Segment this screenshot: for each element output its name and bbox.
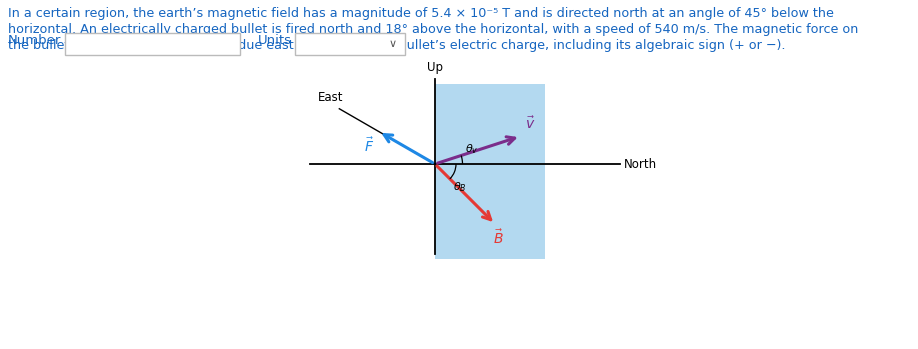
Text: In a certain region, the earth’s magnetic field has a magnitude of 5.4 × 10⁻⁵ T : In a certain region, the earth’s magneti…	[8, 7, 834, 20]
Bar	[435, 84, 545, 259]
Text: Up: Up	[427, 61, 443, 74]
Text: Number: Number	[8, 35, 62, 47]
Text: $\vec{B}$: $\vec{B}$	[493, 228, 504, 247]
Text: East: East	[318, 91, 343, 104]
Text: the bullet is 3.2 × 10⁻¹⁰ N, directed due east. Determine the bullet’s electric : the bullet is 3.2 × 10⁻¹⁰ N, directed du…	[8, 39, 786, 52]
Bar	[65, 33, 240, 55]
Text: $\theta_v$: $\theta_v$	[465, 142, 478, 156]
Text: $\vec{v}$: $\vec{v}$	[524, 116, 535, 132]
Bar	[295, 33, 405, 55]
Text: ∨: ∨	[389, 39, 397, 49]
Text: Units: Units	[258, 35, 292, 47]
Text: $\vec{F}$: $\vec{F}$	[364, 136, 374, 155]
Text: $\theta_B$: $\theta_B$	[453, 180, 466, 194]
Text: North: North	[624, 157, 657, 171]
Text: horizontal. An electrically charged bullet is fired north and 18° above the hori: horizontal. An electrically charged bull…	[8, 23, 858, 36]
